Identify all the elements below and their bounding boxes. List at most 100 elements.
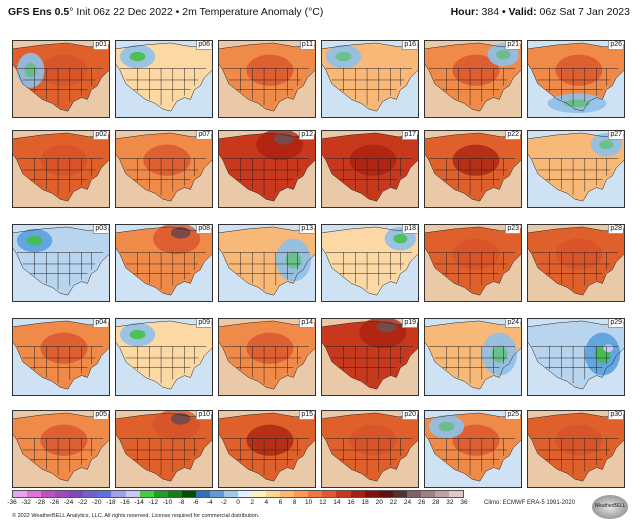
colorbar-segment [181,491,196,497]
colorbar-segment [153,491,168,497]
colorbar-segment [167,491,182,497]
member-map-p25: p25 [424,410,522,488]
warm-core [40,332,88,364]
member-map-p14: p14 [218,318,316,396]
member-map-p03: p03 [12,224,110,302]
warm-core [555,238,603,270]
colorbar-segment [223,491,238,497]
colorbar-segment [195,491,210,497]
member-label: p07 [196,131,211,140]
valid-time: Hour: 384 • Valid: 06z Sat 7 Jan 2023 [451,6,630,18]
warm-core [40,424,88,456]
political-borders [528,42,624,112]
political-borders [219,412,315,482]
colorbar-tick-label: -28 [35,499,45,506]
colorbar-tick-label: -6 [192,499,199,506]
colorbar-segment [420,491,435,497]
colorbar-segment [13,491,28,497]
member-label: p01 [93,41,108,50]
strong-cold-anomaly [129,51,146,62]
map-header: GFS Ens 0.5° Init 06z 22 Dec 2022 • 2m T… [0,0,640,22]
colorbar-tick-label: 32 [446,499,454,506]
strong-cold-anomaly [496,49,511,60]
anomaly-map [116,41,212,117]
warm-core [349,424,397,456]
political-borders [219,226,315,296]
anomaly-map [425,225,521,301]
anomaly-map [219,131,315,207]
member-map-p01: p01 [12,40,110,118]
warm-core [452,54,500,86]
colorbar-tick-label: 0 [236,499,240,506]
valid-label: • Valid: [501,6,537,18]
colorbar-tick-label: -4 [206,499,213,506]
colorbar-tick-label: -20 [92,499,102,506]
member-map-p29: p29 [527,318,625,396]
colorbar-segment [406,491,421,497]
member-label: p28 [608,225,623,234]
colorbar-tick-label: 2 [250,499,254,506]
colorbar-segment [322,491,337,497]
colorbar-tick-label: 26 [418,499,426,506]
colorbar-tick-label: -24 [63,499,74,506]
member-map-p16: p16 [321,40,419,118]
warm-core [555,54,603,86]
copyright-footer: © 2022 WeatherBELL Analytics, LLC. All r… [12,513,260,519]
weatherbell-logo: WeatherBELL [592,495,628,519]
colorbar-segment [280,491,295,497]
member-map-p15: p15 [218,410,316,488]
anomaly-map [322,225,418,301]
member-map-p24: p24 [424,318,522,396]
political-borders [528,320,624,390]
member-label: p26 [608,41,623,50]
anomaly-map [13,41,109,117]
colorbar-tick-label: 12 [319,499,327,506]
colorbar-segment [392,491,407,497]
colorbar-tick-label: 10 [305,499,313,506]
anomaly-map [322,411,418,487]
colorbar-tick-label: 14 [333,499,341,506]
model-name: GFS Ens 0.5 [8,6,70,18]
colorbar-tick-label: -8 [178,499,185,506]
strong-cold-anomaly [393,233,408,244]
anomaly-map [528,225,624,301]
anomaly-map [322,41,418,117]
member-label: p14 [299,319,314,328]
colorbar-segment [350,491,365,497]
member-label: p24 [505,319,520,328]
warm-core [40,144,88,176]
political-borders [528,132,624,202]
political-borders [13,226,109,296]
member-map-p26: p26 [527,40,625,118]
political-borders [116,226,212,296]
member-map-p28: p28 [527,224,625,302]
member-label: p16 [402,41,417,50]
member-label: p17 [402,131,417,140]
colorbar-tick-label: -22 [77,499,88,506]
member-map-p05: p05 [12,410,110,488]
anomaly-map [13,225,109,301]
hour-label: Hour: [450,6,479,18]
anomaly-map [13,131,109,207]
member-map-p02: p02 [12,130,110,208]
member-label: p18 [402,225,417,234]
anomaly-map [13,411,109,487]
colorbar-segment [97,491,112,497]
colorbar-segment [308,491,323,497]
colorbar-segment [434,491,449,497]
warm-core [246,54,294,86]
political-borders [219,320,315,390]
colorbar-tick-label: 36 [460,499,468,506]
climo-note: Climo: ECMWF ERA-5 1991-2020 [484,500,576,506]
warm-core [555,424,603,456]
colorbar-tick-label: -14 [134,499,144,506]
anomaly-map [322,131,418,207]
member-map-p19: p19 [321,318,419,396]
colorbar-tick-label: -2 [220,499,227,506]
anomaly-map [116,319,212,395]
member-label: p09 [196,319,211,328]
warm-core [452,424,500,456]
anomaly-map [528,319,624,395]
colorbar-tick-label: 20 [375,499,383,506]
